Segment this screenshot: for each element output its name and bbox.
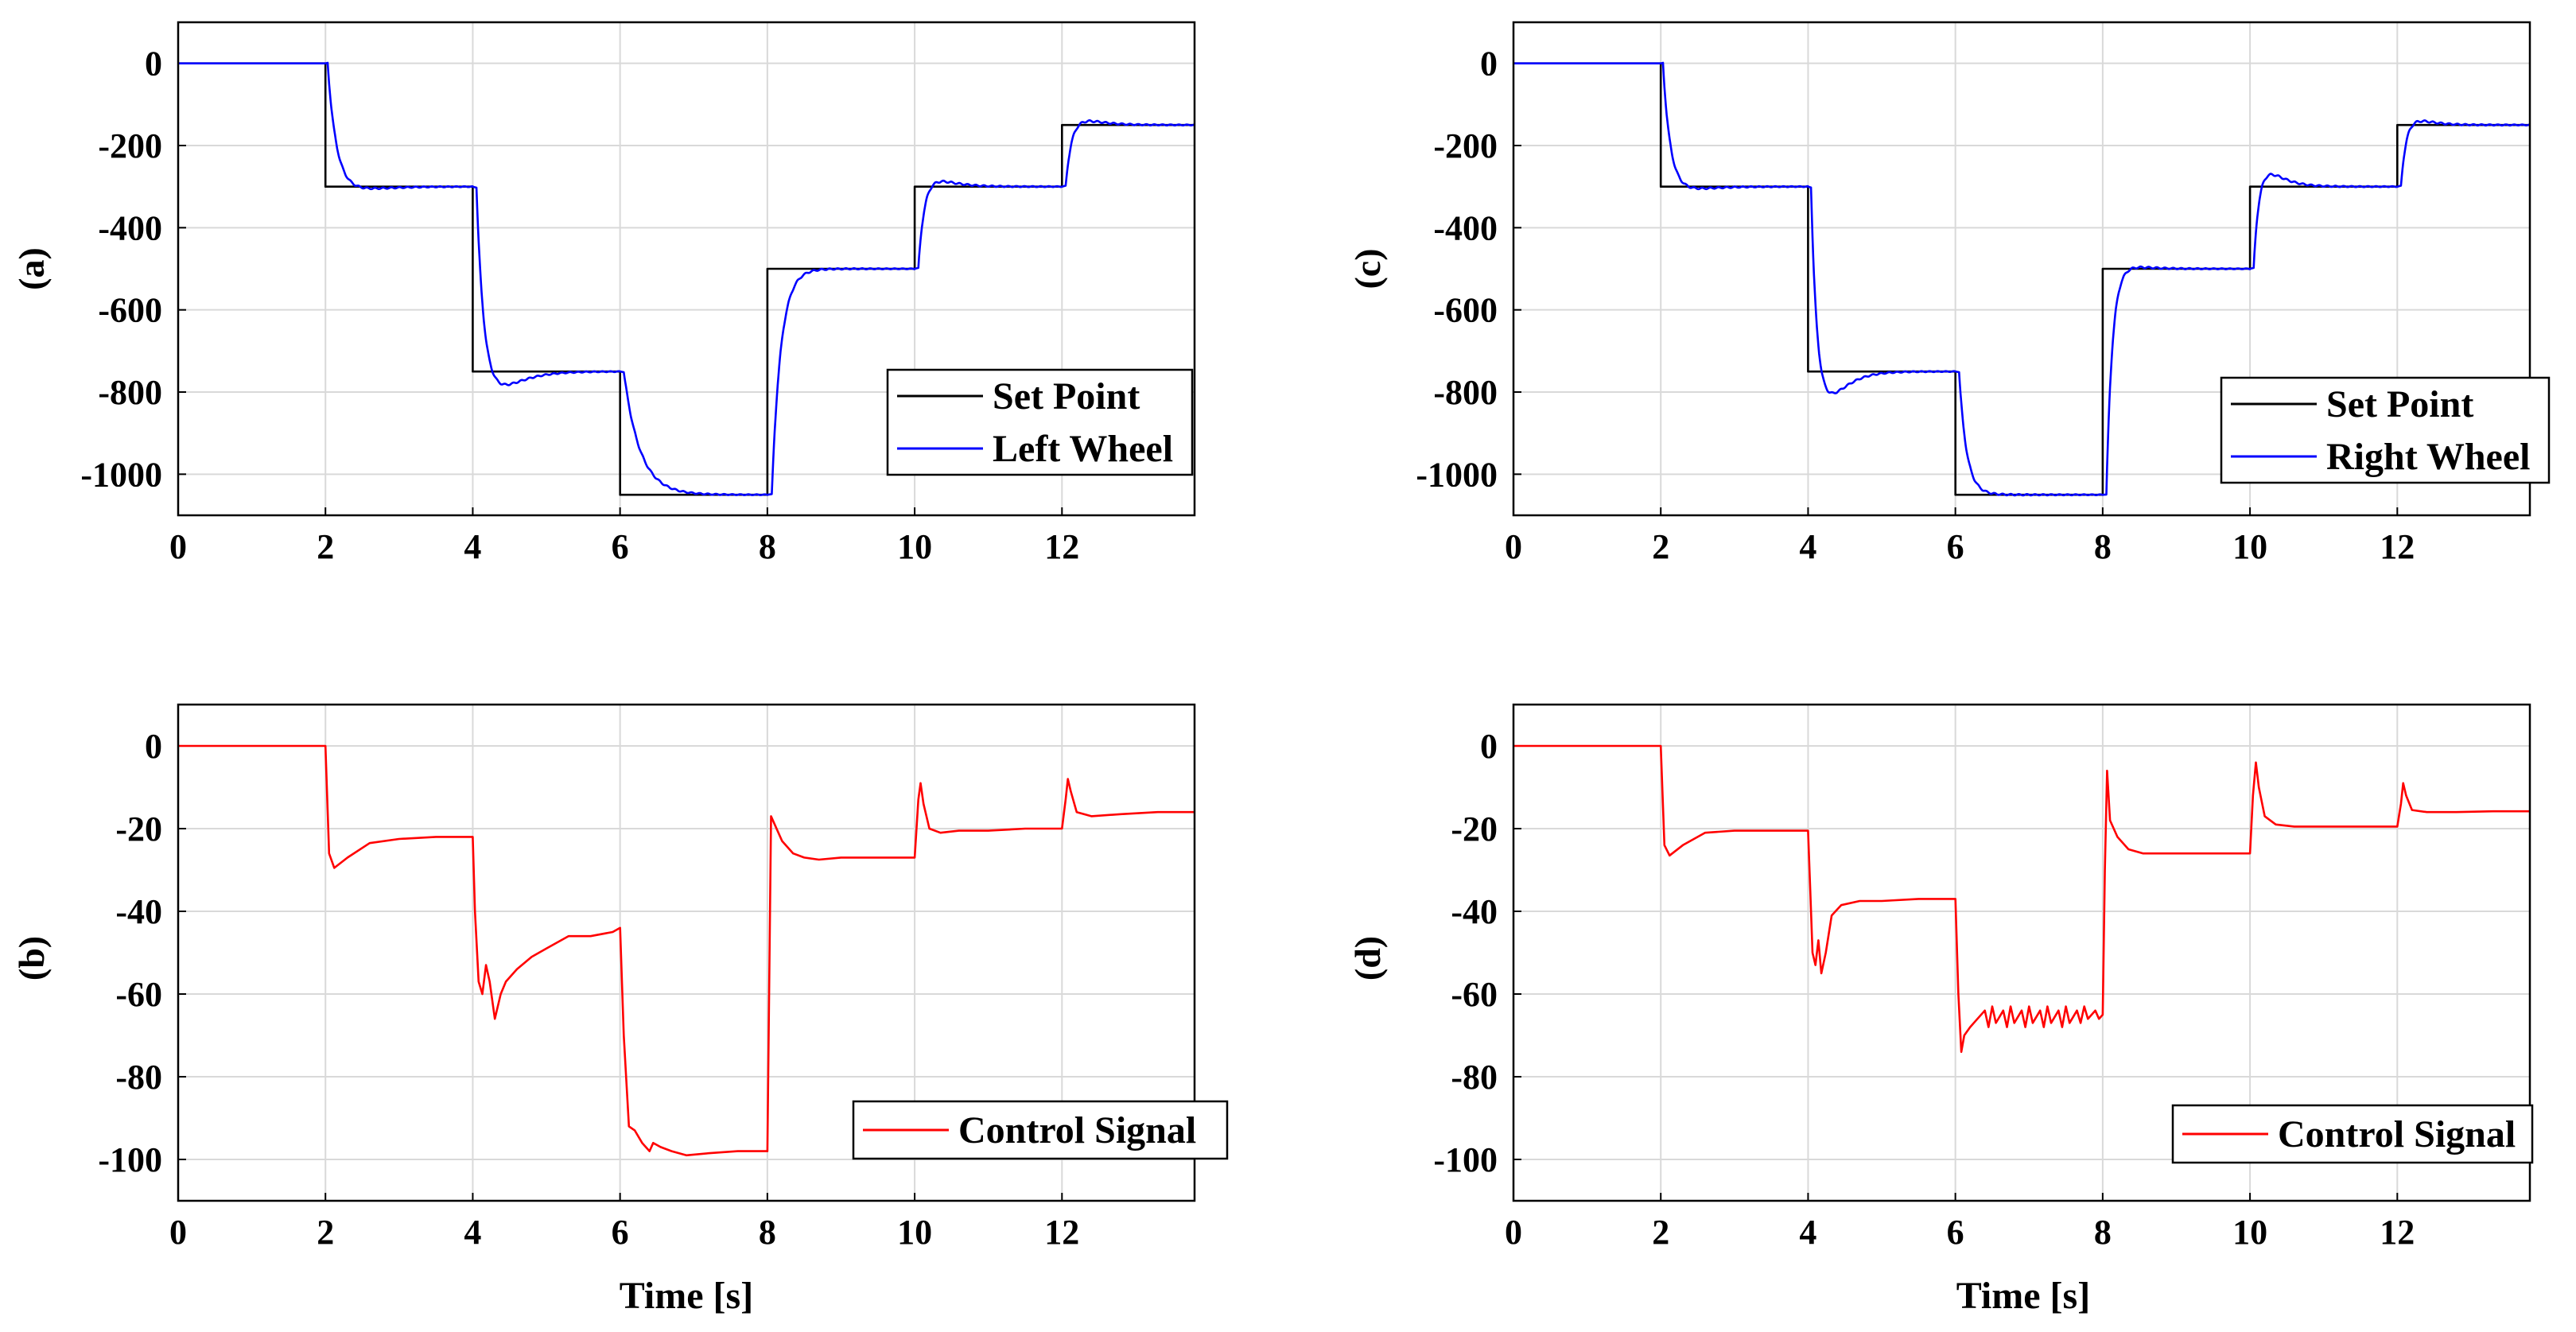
panel-a-xtick-label-0: 0 bbox=[169, 527, 187, 566]
panel-b-ytick-label--60: -60 bbox=[115, 975, 162, 1014]
panel-b-left-control-signal: (b) Time [s] 0 2 4 6 8 10 12 0 -20 -40 -60 -80 -100 C… bbox=[11, 703, 1229, 1317]
panel-c-ytick-label-0: 0 bbox=[1480, 45, 1498, 83]
panel-b-ytick-label--100: -100 bbox=[98, 1140, 162, 1179]
panel-c-right-wheel-speed: (c) 0 2 4 6 8 10 12 0 -200 -400 -600 -800 -1000 Set P… bbox=[1347, 21, 2551, 566]
panel-d-xtick-label-6: 6 bbox=[1947, 1213, 1964, 1252]
panel-c-ytick-label--600: -600 bbox=[1433, 291, 1498, 330]
panel-c-xtick-label-2: 2 bbox=[1652, 527, 1669, 566]
panel-a-left-wheel-speed: (a) 0 2 4 6 8 10 12 0 -200 -400 -600 -800 -1000 Set P… bbox=[11, 21, 1196, 566]
panel-a-ytick-label-0: 0 bbox=[145, 45, 162, 83]
panel-a-xtick-label-6: 6 bbox=[612, 527, 629, 566]
panel-d-ytick-label--60: -60 bbox=[1451, 975, 1498, 1014]
panel-a-axes-frame bbox=[177, 21, 1196, 517]
panel-d-ytick-label--100: -100 bbox=[1433, 1140, 1498, 1179]
panel-b-ytick-label--20: -20 bbox=[115, 810, 162, 849]
panel-b-xtick-label-0: 0 bbox=[169, 1213, 187, 1252]
panel-b-label: (b) bbox=[11, 936, 52, 981]
panel-b-legend: Control Signal bbox=[852, 1100, 1229, 1160]
panel-a-xtick-label-2: 2 bbox=[317, 527, 334, 566]
panel-b-xtick-label-8: 8 bbox=[759, 1213, 776, 1252]
panel-c-series-right-wheel-line bbox=[1513, 61, 2530, 497]
panel-d-ytick-label--40: -40 bbox=[1451, 892, 1498, 931]
panel-b-ytick-label-0: 0 bbox=[145, 727, 162, 766]
panel-c-label: (c) bbox=[1347, 248, 1388, 289]
panel-d-legend-label-0: Control Signal bbox=[2278, 1113, 2516, 1155]
panel-c-xtick-label-0: 0 bbox=[1505, 527, 1522, 566]
panel-a-legend: Set Point Left Wheel bbox=[886, 368, 1194, 476]
panel-d-xtick-label-12: 12 bbox=[2380, 1213, 2415, 1252]
panel-a-legend-box bbox=[886, 368, 1194, 476]
panel-c-xtick-label-6: 6 bbox=[1947, 527, 1964, 566]
panel-a-ytick-label--600: -600 bbox=[98, 291, 162, 330]
panel-d-ytick-label-0: 0 bbox=[1480, 727, 1498, 766]
panel-c-xtick-label-12: 12 bbox=[2380, 527, 2415, 566]
panel-c-ytick-label--200: -200 bbox=[1433, 126, 1498, 165]
panel-d-right-control-signal: (d) Time [s] 0 2 4 6 8 10 12 0 -20 -40 -60 -80 -100 C… bbox=[1347, 703, 2534, 1317]
panel-a-xtick-label-12: 12 bbox=[1044, 527, 1079, 566]
panel-a-ytick-label--800: -800 bbox=[98, 373, 162, 412]
panel-d-xtick-label-10: 10 bbox=[2232, 1213, 2267, 1252]
panel-d-series-control-signal-line bbox=[1513, 744, 2530, 1054]
panel-d-xtick-label-0: 0 bbox=[1505, 1213, 1522, 1252]
panel-b-ytick-label--80: -80 bbox=[115, 1058, 162, 1097]
panel-c-xtick-label-4: 4 bbox=[1799, 527, 1816, 566]
panel-a-ytick-label--200: -200 bbox=[98, 126, 162, 165]
panel-b-xlabel: Time [s] bbox=[620, 1275, 753, 1317]
panel-d-ytick-label--80: -80 bbox=[1451, 1058, 1498, 1097]
panel-d-xlabel: Time [s] bbox=[1956, 1275, 2090, 1317]
panel-c-ytick-label--800: -800 bbox=[1433, 373, 1498, 412]
panel-d-ytick-label--20: -20 bbox=[1451, 810, 1498, 849]
panel-d-xtick-label-4: 4 bbox=[1799, 1213, 1816, 1252]
panel-d-xtick-label-8: 8 bbox=[2094, 1213, 2112, 1252]
panel-c-xtick-label-10: 10 bbox=[2232, 527, 2267, 566]
panel-b-xtick-label-4: 4 bbox=[464, 1213, 481, 1252]
panel-c-ytick-label--1000: -1000 bbox=[1416, 455, 1498, 494]
panel-d-xtick-label-2: 2 bbox=[1652, 1213, 1669, 1252]
panel-a-ytick-label--400: -400 bbox=[98, 208, 162, 247]
panel-a-xtick-label-8: 8 bbox=[759, 527, 776, 566]
panel-a-xtick-label-4: 4 bbox=[464, 527, 481, 566]
panel-a-label: (a) bbox=[11, 247, 52, 290]
panel-a-xtick-label-10: 10 bbox=[897, 527, 932, 566]
panel-c-legend-box bbox=[2220, 376, 2551, 484]
panel-d-axes-frame bbox=[1512, 703, 2531, 1202]
panel-c-ytick-label--400: -400 bbox=[1433, 208, 1498, 247]
panel-c-axes-frame bbox=[1512, 21, 2531, 517]
panel-a-legend-label-0: Set Point bbox=[993, 375, 1140, 417]
panel-b-ytick-label--40: -40 bbox=[115, 892, 162, 931]
panel-b-axes-frame bbox=[177, 703, 1196, 1202]
panel-d-label: (d) bbox=[1347, 936, 1388, 981]
panel-a-series-left-wheel-line bbox=[178, 61, 1195, 496]
panel-b-legend-label-0: Control Signal bbox=[958, 1109, 1196, 1151]
panel-a-ytick-label--1000: -1000 bbox=[80, 455, 162, 494]
panel-c-legend-label-0: Set Point bbox=[2326, 383, 2473, 425]
panel-c-legend-label-1: Right Wheel bbox=[2326, 436, 2530, 478]
panel-b-xtick-label-10: 10 bbox=[897, 1213, 932, 1252]
panel-d-legend: Control Signal bbox=[2171, 1104, 2534, 1164]
panel-c-xtick-label-8: 8 bbox=[2094, 527, 2112, 566]
panel-b-xtick-label-2: 2 bbox=[317, 1213, 334, 1252]
panel-a-legend-label-1: Left Wheel bbox=[993, 428, 1173, 470]
panel-b-xtick-label-12: 12 bbox=[1044, 1213, 1079, 1252]
panel-b-xtick-label-6: 6 bbox=[612, 1213, 629, 1252]
panel-b-series-control-signal-line bbox=[178, 744, 1195, 1157]
panel-c-legend: Set Point Right Wheel bbox=[2220, 376, 2551, 484]
